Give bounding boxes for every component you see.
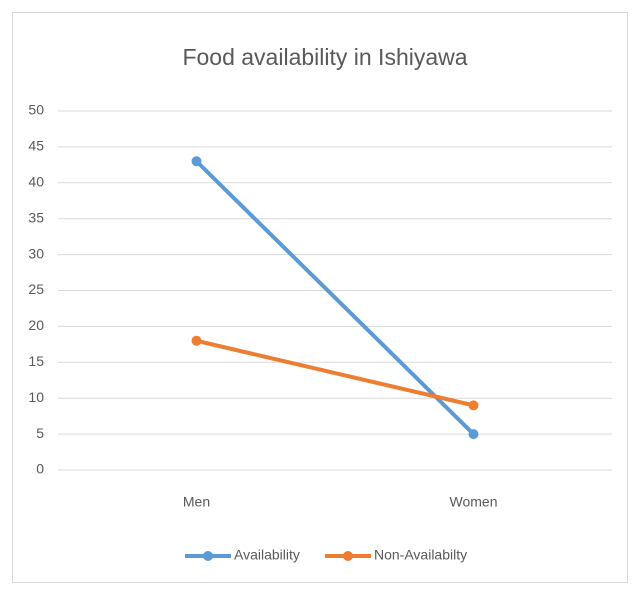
y-tick-label: 25 <box>28 281 44 297</box>
y-tick-label: 10 <box>28 389 44 405</box>
y-tick-label: 45 <box>28 138 44 154</box>
legend-marker <box>203 551 213 561</box>
series-line <box>194 338 476 408</box>
y-tick-label: 20 <box>28 317 44 333</box>
y-tick-label: 40 <box>28 174 44 190</box>
data-point <box>191 335 202 346</box>
legend-label: Availability <box>234 547 300 563</box>
y-tick-label: 50 <box>28 102 44 118</box>
data-point <box>468 429 479 440</box>
series-line <box>194 159 476 437</box>
y-tick-label: 5 <box>36 425 44 441</box>
x-tick-label: Men <box>183 494 210 510</box>
data-point <box>191 156 202 167</box>
y-tick-label: 0 <box>36 461 44 477</box>
chart-border <box>12 12 628 583</box>
y-tick-label: 15 <box>28 353 44 369</box>
y-tick-label: 35 <box>28 209 44 225</box>
legend-marker <box>343 551 353 561</box>
x-tick-label: Women <box>450 494 498 510</box>
data-point <box>468 400 479 411</box>
y-tick-label: 30 <box>28 245 44 261</box>
legend-label: Non-Availabilty <box>374 547 467 563</box>
chart-title: Food availability in Ishiyawa <box>182 44 467 70</box>
